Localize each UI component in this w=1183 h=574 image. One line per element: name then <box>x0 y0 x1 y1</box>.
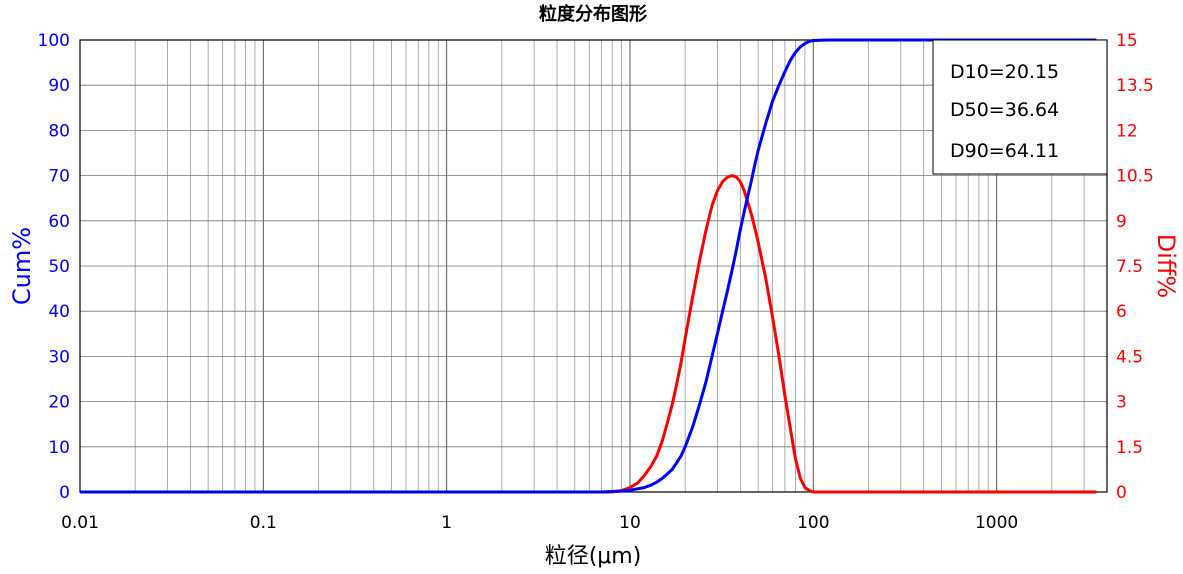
y-right-tick-label: 7.5 <box>1116 257 1143 277</box>
chart-title: 粒度分布图形 <box>539 3 647 25</box>
y-right-tick-label: 9 <box>1116 212 1127 232</box>
x-tick-label: 1000 <box>975 513 1018 533</box>
d90-label: D90=64.11 <box>950 140 1059 162</box>
y-left-tick-label: 10 <box>48 438 70 458</box>
diff-series-line <box>80 174 1097 494</box>
x-tick-label: 0.1 <box>250 513 277 533</box>
y-left-tick-label: 20 <box>48 393 70 413</box>
y-left-axis-label: Cum% <box>8 227 36 305</box>
y-right-tick-label: 1.5 <box>1116 438 1143 458</box>
x-axis-label: 粒径(μm) <box>545 544 642 569</box>
y-right-tick-label: 3 <box>1116 393 1127 413</box>
y-left-tick-label: 50 <box>48 257 70 277</box>
d50-label: D50=36.64 <box>950 99 1059 121</box>
y-right-tick-label: 4.5 <box>1116 347 1143 367</box>
y-left-tick-label: 60 <box>48 212 70 232</box>
grid-lines <box>79 39 1108 493</box>
cum-series-line <box>80 38 1097 494</box>
y-left-tick-labels: 0 10 20 30 40 50 60 70 80 90 100 <box>38 31 70 503</box>
y-left-tick-label: 90 <box>48 76 70 96</box>
y-right-tick-label: 12 <box>1116 121 1138 141</box>
y-left-tick-label: 100 <box>38 31 70 51</box>
y-left-tick-label: 40 <box>48 302 70 322</box>
y-right-tick-labels: 0 1.5 3 4.5 6 7.5 9 10.5 12 13.5 15 <box>1116 31 1154 503</box>
x-tick-label: 1 <box>441 513 452 533</box>
y-left-tick-label: 30 <box>48 347 70 367</box>
y-left-tick-label: 80 <box>48 121 70 141</box>
d10-label: D10=20.15 <box>950 61 1059 83</box>
x-tick-label: 0.01 <box>61 513 99 533</box>
y-right-tick-label: 0 <box>1116 483 1127 503</box>
y-left-tick-label: 70 <box>48 167 70 187</box>
y-right-tick-label: 13.5 <box>1116 76 1154 96</box>
d-values-legend: D10=20.15 D50=36.64 D90=64.11 <box>932 39 1108 175</box>
x-tick-label: 100 <box>797 513 829 533</box>
legend-box <box>932 39 1108 175</box>
y-left-tick-label: 0 <box>59 483 70 503</box>
y-right-tick-label: 10.5 <box>1116 167 1154 187</box>
y-right-tick-label: 6 <box>1116 302 1127 322</box>
x-tick-label: 10 <box>619 513 641 533</box>
y-right-axis-label: Diff% <box>1152 234 1180 299</box>
y-right-tick-label: 15 <box>1116 31 1138 51</box>
x-tick-labels: 0.01 0.1 1 10 100 1000 <box>61 513 1018 533</box>
